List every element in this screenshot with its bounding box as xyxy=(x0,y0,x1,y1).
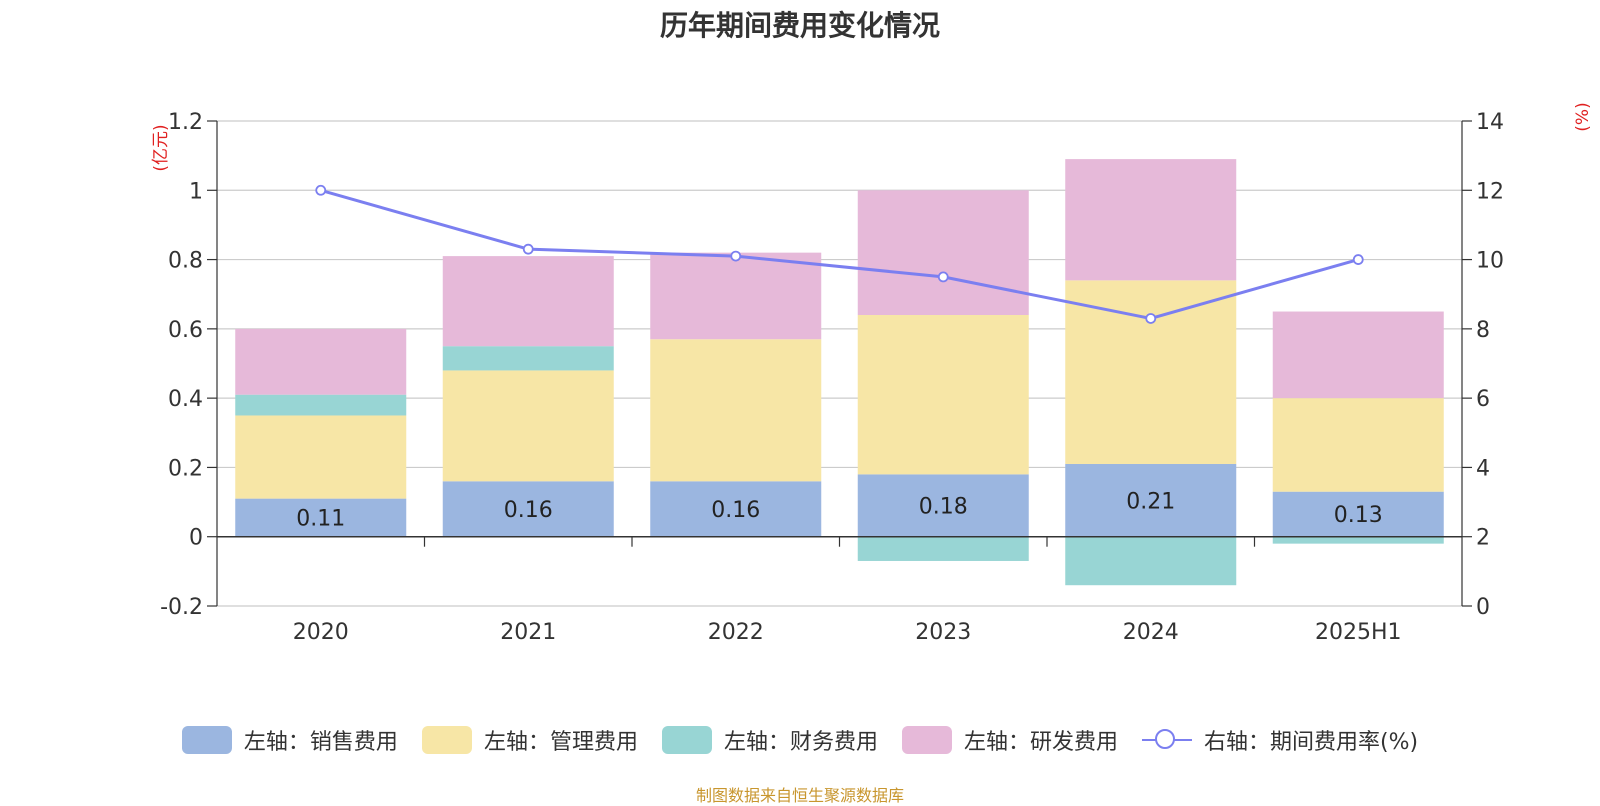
bar-segment xyxy=(1065,159,1237,281)
left-tick-label: 0 xyxy=(189,526,203,551)
bar-segment xyxy=(1065,463,1237,537)
legend-swatch xyxy=(181,726,232,754)
legend-label: 左轴：管理费用 xyxy=(483,730,638,755)
x-tick-label: 2021 xyxy=(500,620,556,645)
legend-item[interactable]: 右轴：期间费用率(%) xyxy=(1141,724,1419,756)
right-tick-label: 10 xyxy=(1476,249,1504,274)
left-axis-unit: (亿元) xyxy=(151,124,171,171)
line-point xyxy=(730,250,742,262)
legend-label: 左轴：研发费用 xyxy=(963,730,1118,755)
left-tick-label: -0.2 xyxy=(160,595,203,620)
data-label: 0.13 xyxy=(1334,503,1383,528)
bar-segment xyxy=(442,370,614,482)
left-tick-label: 0.4 xyxy=(168,387,203,412)
bar-segment xyxy=(235,498,407,537)
x-tick-label: 2020 xyxy=(293,620,349,645)
line-point xyxy=(522,243,534,255)
data-label: 0.21 xyxy=(1126,489,1175,514)
x-tick-label: 2023 xyxy=(915,620,971,645)
bar-segment xyxy=(442,256,614,347)
bar-segment xyxy=(857,315,1029,475)
legend-label: 左轴：财务费用 xyxy=(723,730,878,755)
chart-legend: 左轴：销售费用 左轴：管理费用 左轴：财务费用 左轴：研发费用 右轴：期间费用率(%) xyxy=(0,724,1600,756)
left-tick-label: 0.2 xyxy=(168,456,203,481)
bar-segment xyxy=(1065,280,1237,464)
left-tick-label: 0.6 xyxy=(168,318,203,343)
bar-segment xyxy=(442,346,614,371)
data-label: 0.16 xyxy=(504,498,553,523)
x-tick-label: 2024 xyxy=(1123,620,1179,645)
legend-line-marker xyxy=(1141,726,1192,754)
legend-swatch xyxy=(661,726,712,754)
chart-title: 历年期间费用变化情况 xyxy=(659,9,940,42)
right-tick-label: 12 xyxy=(1476,179,1504,204)
data-label: 0.18 xyxy=(919,495,968,520)
bar-segment xyxy=(1272,491,1444,537)
legend-item[interactable]: 左轴：管理费用 xyxy=(421,724,638,756)
line-point xyxy=(1145,313,1157,324)
line-point xyxy=(315,184,327,196)
bar-segment xyxy=(235,328,407,395)
right-tick-label: 2 xyxy=(1476,526,1490,551)
x-tick-label: 2025H1 xyxy=(1315,620,1402,645)
left-tick-label: 1 xyxy=(189,179,203,204)
x-tick-label: 2022 xyxy=(708,620,764,645)
right-tick-label: 0 xyxy=(1476,595,1490,620)
source-note: 制图数据来自恒生聚源数据库 xyxy=(695,786,904,805)
legend-swatch xyxy=(421,726,472,754)
chart-area: -0.2 0 0.2 0.4 0.6 0.8 1 1.2 0 2 4 6 8 10 12 14 2020 2021… xyxy=(151,102,1593,645)
bar-segment xyxy=(650,339,822,482)
bar-segment xyxy=(235,415,407,499)
bar-segment xyxy=(650,481,822,537)
bar-segment xyxy=(650,252,822,340)
bar-segment xyxy=(1272,398,1444,492)
legend-label: 左轴：销售费用 xyxy=(243,730,398,755)
line-point xyxy=(937,271,949,283)
bar-segment xyxy=(1065,536,1237,586)
bar-segment xyxy=(1272,536,1444,544)
bar-segment xyxy=(1272,311,1444,399)
right-tick-label: 8 xyxy=(1476,318,1490,343)
right-axis-unit: (%) xyxy=(1573,102,1593,131)
left-tick-label: 0.8 xyxy=(168,249,203,274)
data-label: 0.16 xyxy=(711,498,760,523)
bar-segment xyxy=(857,190,1029,315)
legend-item[interactable]: 左轴：销售费用 xyxy=(181,724,398,756)
bar-segment xyxy=(235,394,407,416)
bar-segment xyxy=(442,481,614,537)
right-tick-label: 6 xyxy=(1476,387,1490,412)
legend-item[interactable]: 左轴：财务费用 xyxy=(661,724,878,756)
line-point xyxy=(1352,254,1364,265)
bar-segment xyxy=(857,474,1029,537)
bar-segment xyxy=(857,536,1029,561)
legend-label: 右轴：期间费用率(%) xyxy=(1203,730,1419,755)
right-tick-label: 14 xyxy=(1476,110,1504,135)
legend-swatch xyxy=(901,726,952,754)
left-tick-label: 1.2 xyxy=(168,110,203,135)
line-series xyxy=(320,188,1359,321)
legend-item[interactable]: 左轴：研发费用 xyxy=(901,724,1118,756)
right-tick-label: 4 xyxy=(1476,456,1490,481)
data-label: 0.11 xyxy=(296,507,345,532)
